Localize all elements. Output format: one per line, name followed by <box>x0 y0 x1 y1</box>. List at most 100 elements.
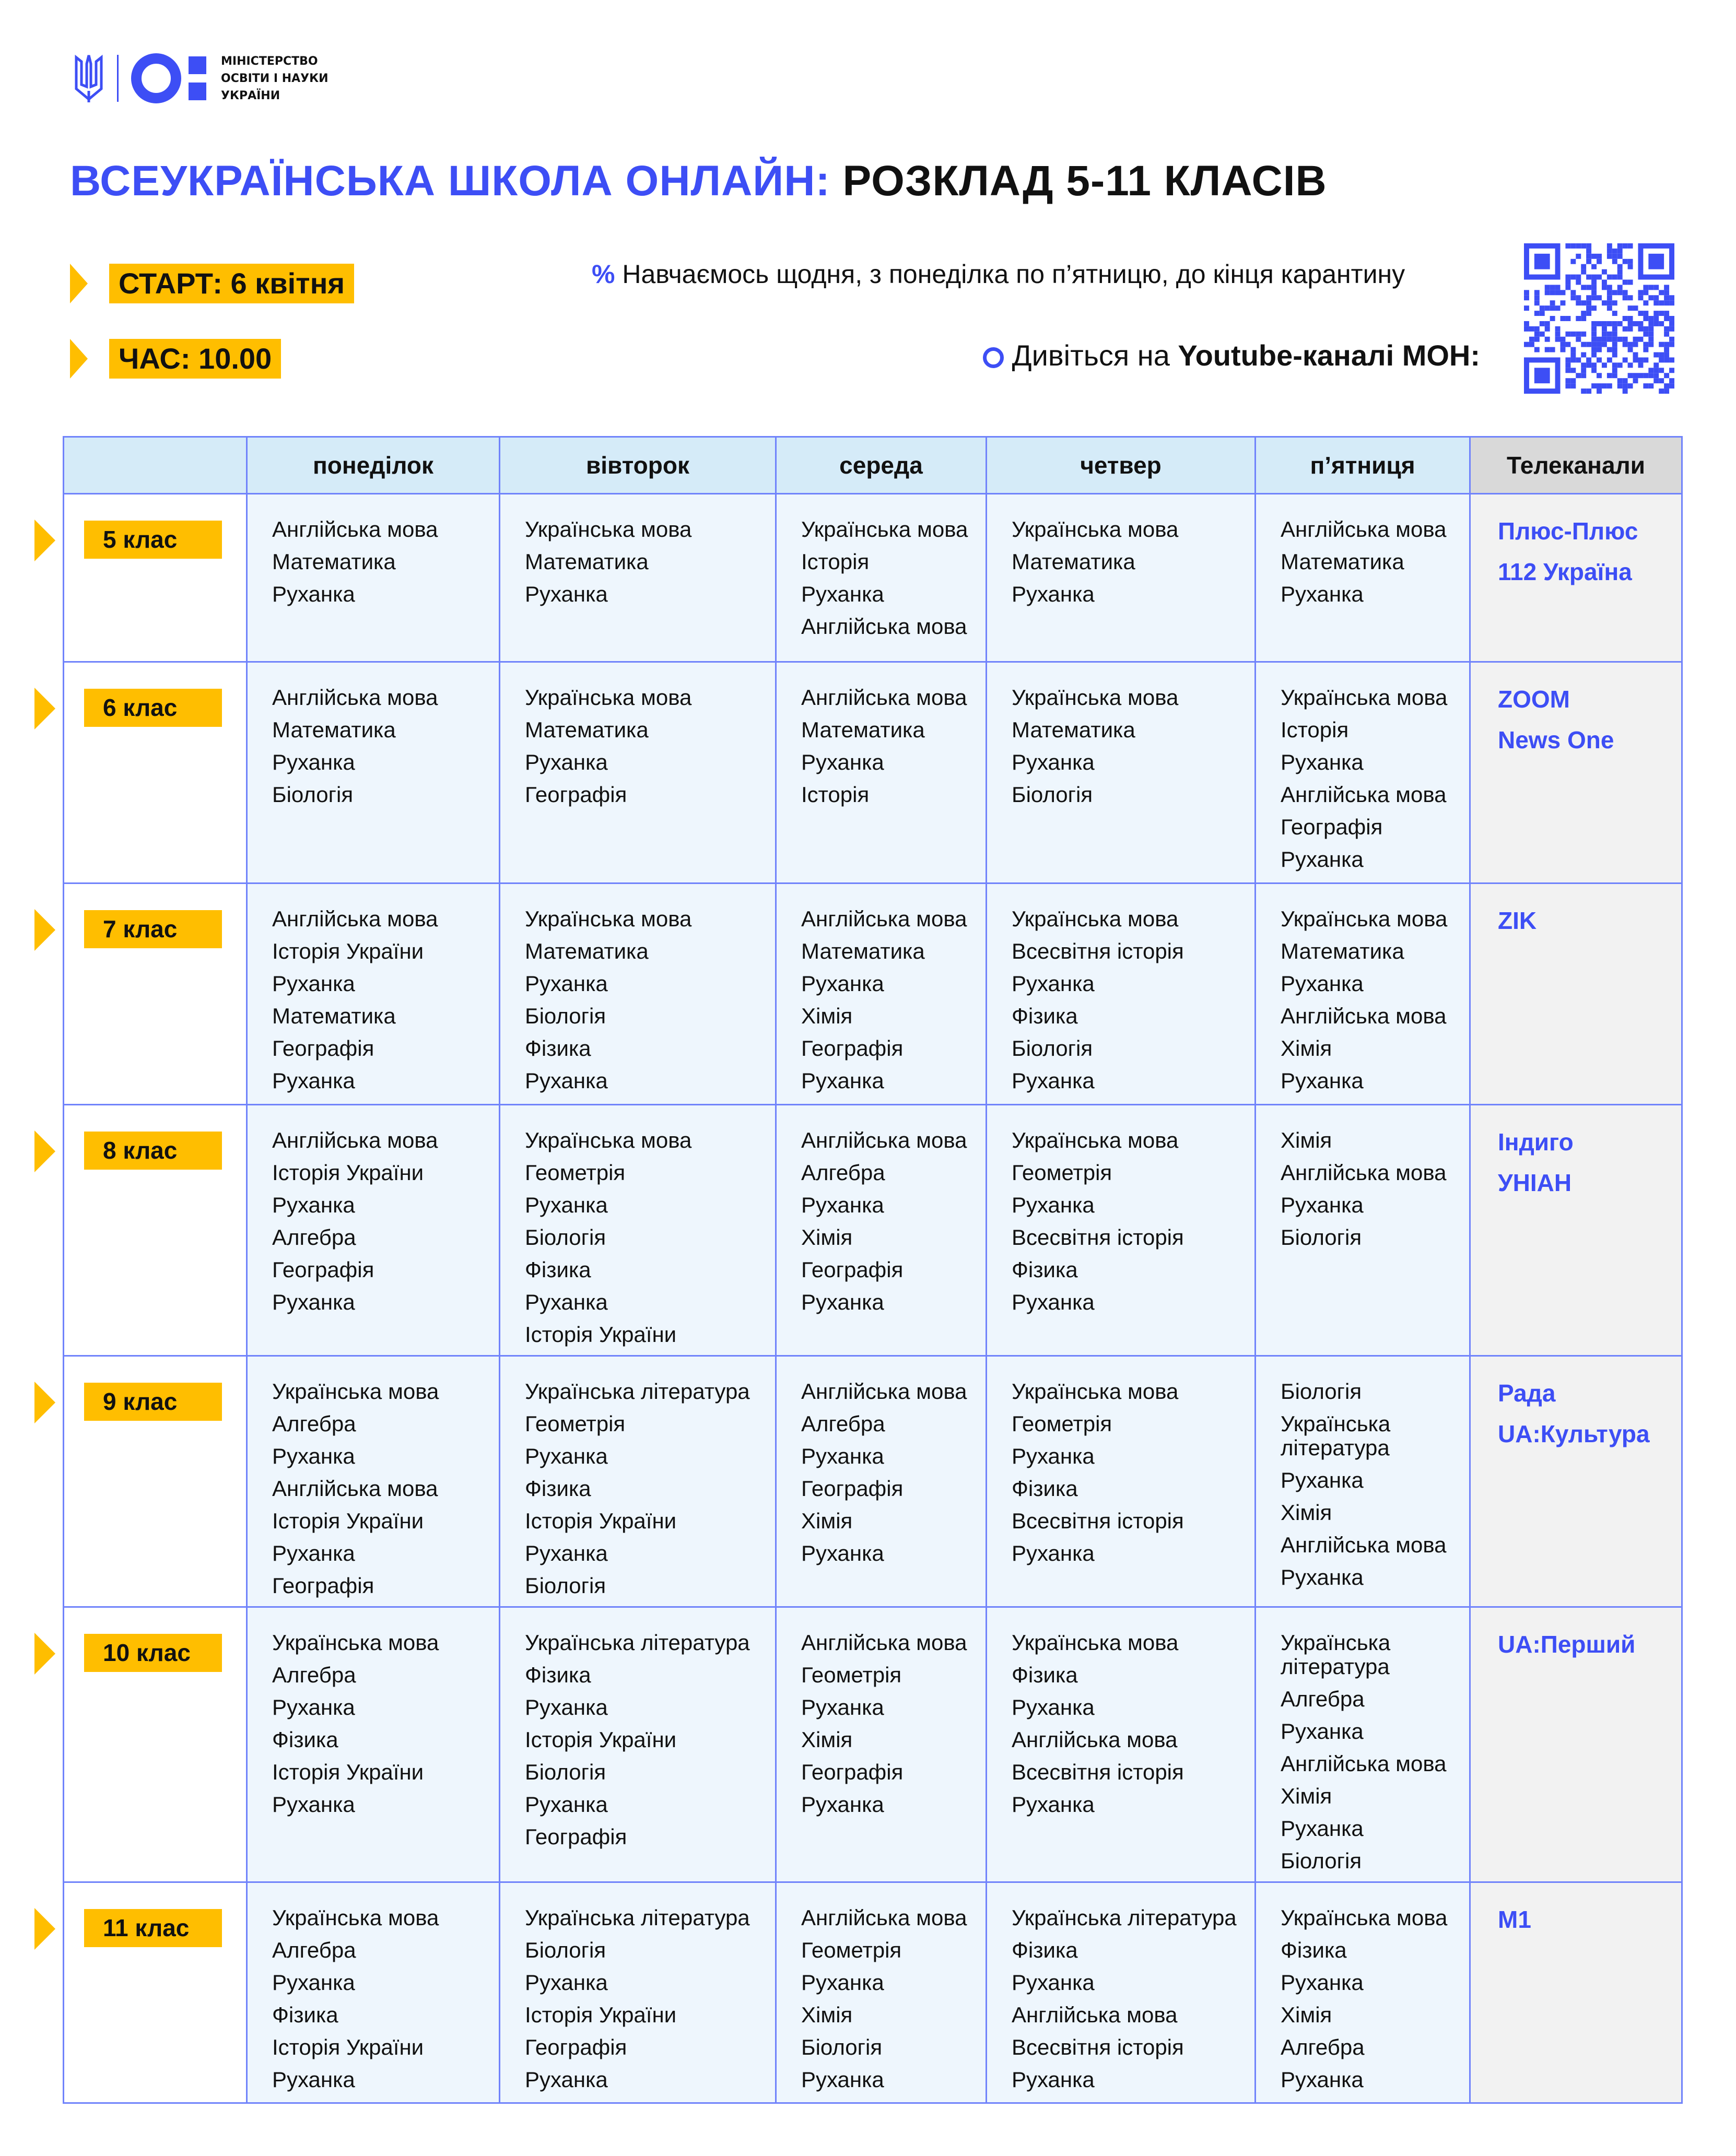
tv-channel[interactable]: 112 Україна <box>1498 558 1632 585</box>
subject: Біологія <box>272 782 354 807</box>
subject: Руханка <box>801 2067 884 2092</box>
subject: Українська мова <box>525 906 692 931</box>
trident-icon <box>75 54 103 102</box>
tv-channel[interactable]: M1 <box>1498 1906 1531 1933</box>
subject: Руханка <box>801 1695 884 1719</box>
header-day: четвер <box>986 436 1256 494</box>
subject: Руханка <box>272 2067 355 2092</box>
subject: Руханка <box>1281 1565 1364 1589</box>
header-channels: Телеканали <box>1469 436 1683 494</box>
schedule-table: понеділок вівторок середа четвер п’ятниця Тел… <box>34 436 1683 2104</box>
tv-channel[interactable]: Рада <box>1498 1380 1556 1407</box>
day-cell: Українська література Алгебра Руханка Англі… <box>1254 1606 1471 1883</box>
subject: Руханка <box>525 1193 608 1217</box>
subject: Українська література <box>525 1379 750 1404</box>
subject: Біологія <box>1281 1225 1362 1250</box>
subject: Українська мова <box>272 1630 439 1655</box>
youtube-channel-link[interactable]: Youtube-каналі МОН: <box>1178 339 1480 372</box>
tv-channel[interactable]: УНІАН <box>1498 1169 1572 1196</box>
subject: Руханка <box>1281 1468 1364 1492</box>
subject: Історія України <box>272 1160 424 1185</box>
subject: Англійська мова <box>801 614 967 639</box>
subject: Руханка <box>801 1541 884 1565</box>
ministry-name: МІНІСТЕРСТВО ОСВІТИ І НАУКИ УКРАЇНИ <box>221 53 329 104</box>
arrow-icon <box>70 339 88 379</box>
subject: Руханка <box>1012 1290 1095 1314</box>
tv-channel[interactable]: UA:Перший <box>1498 1631 1636 1658</box>
subject: Фізика <box>1012 1938 1078 1962</box>
table-row: 11 клас Українська мова Алгебра Руханка Фізи… <box>34 1881 1683 2104</box>
subject: Географія <box>801 1760 904 1784</box>
subject: Руханка <box>1281 750 1364 774</box>
subject: Руханка <box>1012 1444 1095 1468</box>
table-row: 6 клас Англійська мова Математика Руханка Бі… <box>34 661 1683 884</box>
subject: Англійська мова <box>1281 1533 1447 1557</box>
tv-channel[interactable]: Плюс-Плюс <box>1498 517 1638 545</box>
start-time-badge: ЧАС: 10.00 <box>109 339 281 379</box>
tv-channel[interactable]: UA:Культура <box>1498 1420 1650 1447</box>
tv-channel[interactable]: ZOOM <box>1498 686 1570 713</box>
subject: Хімія <box>1281 1036 1332 1061</box>
channels-cell: Рада UA:Культура <box>1469 1355 1683 1608</box>
subject: Руханка <box>525 1290 608 1314</box>
subject: Англійська мова <box>1281 782 1447 807</box>
mon-logo-mark <box>131 53 206 103</box>
subject: Англійська мова <box>801 1128 967 1152</box>
subject: Англійська мова <box>1281 1004 1447 1028</box>
subject: Всесвітня історія <box>1012 1225 1184 1250</box>
day-cell: Англійська мова Геометрія Руханка Хімія Геог… <box>775 1606 987 1883</box>
subject: Руханка <box>801 1792 884 1817</box>
table-row: 5 клас Англійська мова Математика Руханка Ук… <box>34 493 1683 663</box>
circle-icon <box>982 347 1004 369</box>
subject: Хімія <box>801 1225 853 1250</box>
subject: Руханка <box>525 750 608 774</box>
subject: Географія <box>272 1573 374 1598</box>
tv-channel[interactable]: Індиго <box>1498 1128 1574 1156</box>
subject: Біологія <box>525 1760 606 1784</box>
grade-cell: 10 клас <box>34 1606 248 1883</box>
subject: Географія <box>525 2035 627 2059</box>
subject: Математика <box>1281 549 1404 574</box>
subject: Українська мова <box>1281 1905 1448 1930</box>
subject: Історія <box>1281 717 1349 742</box>
subject: Біологія <box>1281 1379 1362 1404</box>
subject: Історія України <box>272 939 424 963</box>
subject: Українська мова <box>272 1379 439 1404</box>
tv-channel[interactable]: News One <box>1498 726 1614 753</box>
arrow-icon <box>34 1382 55 1423</box>
subject: Історія України <box>525 1322 677 1347</box>
subject: Фізика <box>272 2002 338 2027</box>
subject: Фізика <box>1012 1663 1078 1687</box>
day-cell: Англійська мова Математика Руханка Історія <box>775 661 987 884</box>
grade-cell: 5 клас <box>34 493 248 663</box>
subject: Біологія <box>525 1573 606 1598</box>
subject: Історія України <box>272 2035 424 2059</box>
header-day: понеділок <box>246 436 500 494</box>
tv-channel[interactable]: ZIK <box>1498 907 1537 934</box>
subject: Біологія <box>525 1004 606 1028</box>
day-cell: Англійська мова Математика Руханка Біологія <box>246 661 500 884</box>
day-cell: Українська мова Всесвітня історія Руханка Ф… <box>986 882 1256 1105</box>
channels-cell: Плюс-Плюс 112 Україна <box>1469 493 1683 663</box>
subject: Руханка <box>1012 2067 1095 2092</box>
subject: Українська мова <box>272 1905 439 1930</box>
subject: Фізика <box>525 1257 591 1282</box>
subject: Руханка <box>1012 1695 1095 1719</box>
subject: Історія України <box>272 1760 424 1784</box>
grade-label: 10 клас <box>84 1634 222 1672</box>
arrow-icon <box>34 520 55 561</box>
subject: Українська мова <box>1012 1379 1179 1404</box>
grade-cell: 9 клас <box>34 1355 248 1608</box>
subject: Українська література <box>525 1630 750 1655</box>
subject: Біологія <box>1012 782 1093 807</box>
subject: Хімія <box>1281 2002 1332 2027</box>
subject: Геометрія <box>1012 1160 1112 1185</box>
subject: Географія <box>525 1824 627 1849</box>
subject: Англійська мова <box>1281 1160 1447 1185</box>
subject: Біологія <box>801 2035 883 2059</box>
subject: Руханка <box>525 1444 608 1468</box>
day-cell: Українська мова Геометрія Руханка Біологія Ф… <box>499 1104 777 1357</box>
subject: Руханка <box>1012 1541 1095 1565</box>
qr-code[interactable] <box>1524 243 1674 394</box>
subject: Геометрія <box>525 1411 626 1436</box>
